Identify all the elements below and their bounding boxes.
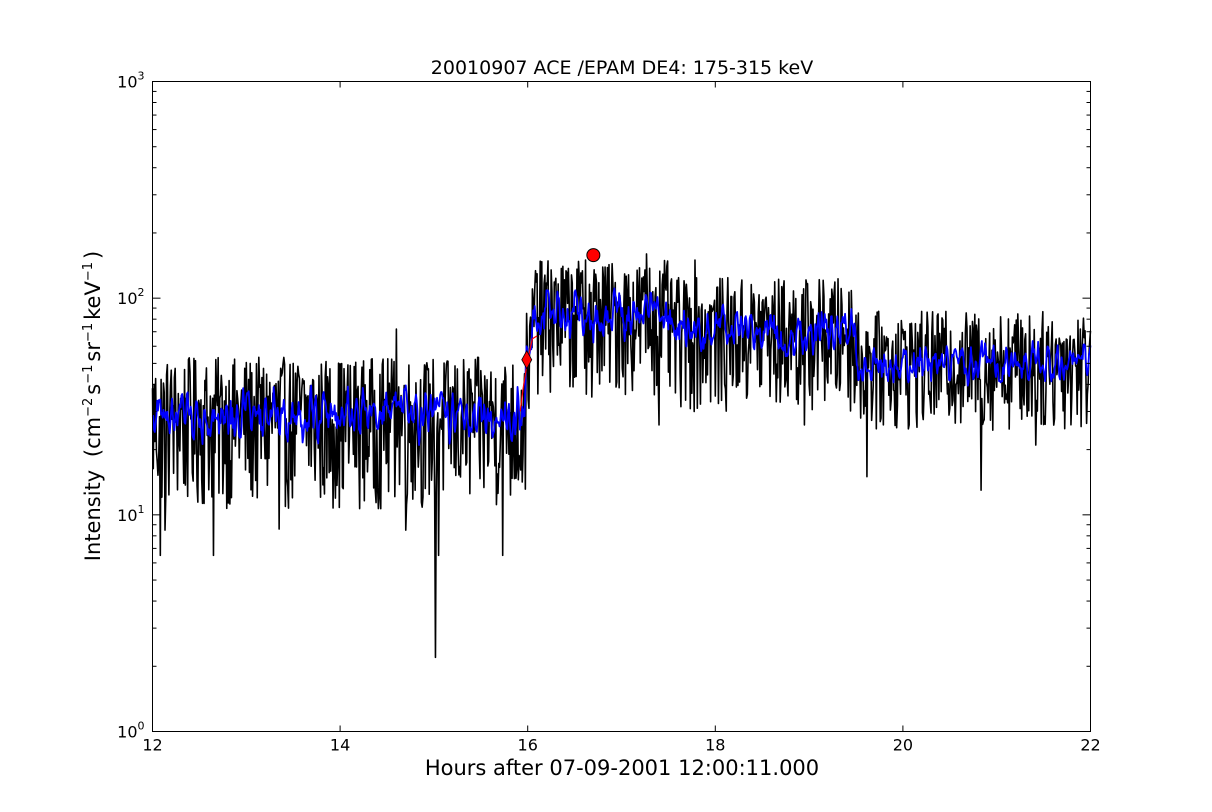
series-line-raw bbox=[151, 253, 1092, 659]
peak-marker bbox=[586, 248, 601, 263]
onset-marker bbox=[521, 349, 533, 370]
x-axis-label: Hours after 07-09-2001 12:00:11.000 bbox=[425, 756, 819, 780]
y-tick-label: 100 bbox=[117, 720, 144, 742]
y-axis-label: Intensity (cm−2s−1sr−1keV−1) bbox=[81, 251, 105, 561]
x-tick-label: 14 bbox=[330, 736, 350, 755]
x-tick-label: 18 bbox=[705, 736, 725, 755]
y-label-close: ) bbox=[81, 251, 105, 259]
y-label-sup4: −1 bbox=[81, 262, 96, 281]
y-label-kev: keV bbox=[81, 281, 105, 320]
y-label-sup1: −2 bbox=[81, 398, 96, 417]
plot-frame bbox=[152, 81, 1091, 732]
y-axis: 100 101 102 103 bbox=[117, 70, 1091, 742]
chart-title: 20010907 ACE /EPAM DE4: 175-315 keV bbox=[431, 57, 813, 79]
y-label-s: s bbox=[81, 384, 105, 395]
x-tick-label: 20 bbox=[893, 736, 913, 755]
y-label-unit: (cm bbox=[81, 417, 105, 457]
y-label-sup2: −1 bbox=[81, 365, 96, 384]
y-tick-label: 102 bbox=[117, 286, 144, 308]
y-label-text: Intensity bbox=[81, 470, 105, 561]
y-label-sr: sr bbox=[81, 342, 105, 362]
x-tick-label: 16 bbox=[518, 736, 538, 755]
x-tick-label: 12 bbox=[142, 736, 162, 755]
x-axis: 12 14 16 18 20 22 bbox=[142, 81, 1101, 755]
y-tick-label: 103 bbox=[117, 70, 144, 92]
series-line-smoothed bbox=[151, 287, 1092, 446]
plot-area bbox=[151, 248, 1092, 659]
y-tick-label: 101 bbox=[117, 503, 144, 525]
y-label-sup3: −1 bbox=[81, 323, 96, 342]
x-tick-label: 22 bbox=[1080, 736, 1100, 755]
